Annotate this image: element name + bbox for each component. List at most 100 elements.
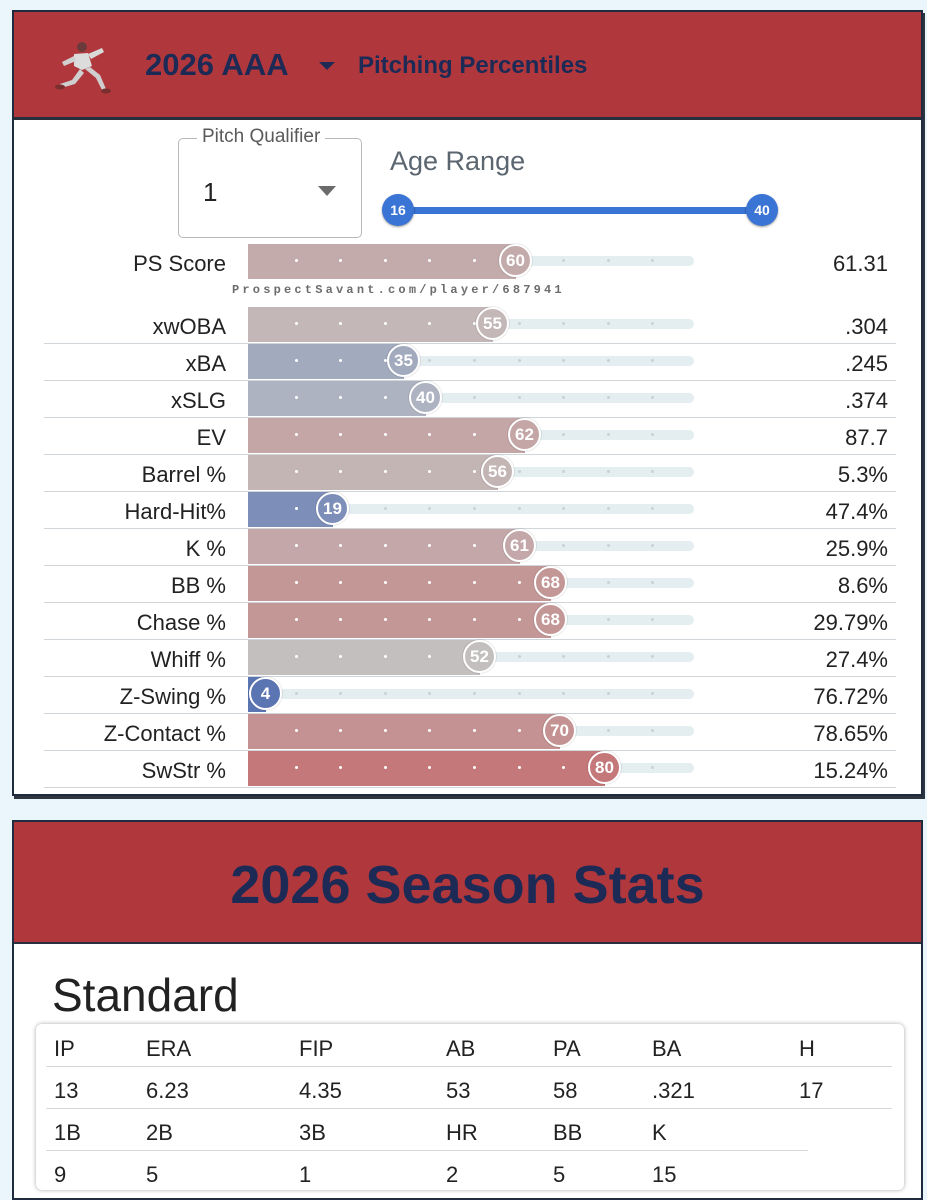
stat-value: 6.23	[146, 1078, 189, 1103]
age-min-handle[interactable]: 16	[382, 194, 414, 226]
metric-label: Hard-Hit%	[124, 499, 226, 524]
metric-value: 25.9%	[825, 536, 888, 561]
percentile-row-whiff: Whiff % 52 27.4%	[44, 639, 896, 677]
metric-value: 87.7	[845, 425, 888, 450]
percentile-badge: 19	[316, 492, 349, 525]
page-subtitle: Pitching Percentiles	[358, 52, 588, 79]
percentile-dots	[248, 766, 694, 770]
metric-label: xwOBA	[152, 314, 226, 339]
percentile-bar	[248, 640, 480, 675]
stat-header: K	[652, 1120, 667, 1145]
percentiles-header: 2026 AAA Pitching Percentiles	[14, 12, 921, 120]
percentile-track	[248, 504, 694, 514]
stat-value: 9	[54, 1162, 67, 1187]
percentile-bar	[248, 344, 404, 379]
metric-value: 61.31	[832, 251, 888, 276]
season-level-title[interactable]: 2026 AAA	[145, 47, 289, 82]
percentile-row-ev: EV 62 87.7	[44, 417, 896, 455]
metric-label: Chase %	[136, 610, 226, 635]
percentile-badge: 4	[249, 677, 282, 710]
season-stats-title: 2026 Season Stats	[230, 855, 705, 915]
percentile-badge: 60	[499, 244, 532, 277]
metric-label: BB %	[170, 573, 226, 598]
percentile-badge: 68	[534, 603, 567, 636]
metric-value: 76.72%	[813, 684, 888, 709]
stat-header: AB	[446, 1036, 476, 1061]
chevron-down-icon[interactable]	[319, 62, 335, 70]
percentile-badge: 56	[481, 455, 514, 488]
percentile-track	[248, 356, 694, 366]
percentile-row-xba: xBA 35 .245	[44, 343, 896, 381]
percentile-row-ps-score: PS Score 60 61.31	[44, 243, 896, 280]
percentile-badge: 35	[387, 344, 420, 377]
metric-label: SwStr %	[141, 758, 226, 783]
stat-header: ERA	[146, 1036, 192, 1061]
percentile-row-z-contact: Z-Contact % 70 78.65%	[44, 713, 896, 751]
metric-label: Z-Swing %	[119, 684, 226, 709]
stat-value: 13	[54, 1078, 79, 1103]
pitcher-icon	[55, 42, 111, 94]
percentile-bar	[248, 714, 560, 749]
pitch-qualifier-value: 1	[203, 177, 218, 207]
stat-value: 1	[299, 1162, 312, 1187]
percentile-badge: 55	[476, 307, 509, 340]
percentile-dots	[248, 618, 694, 622]
stat-value: 5	[553, 1162, 566, 1187]
percentile-dots	[248, 544, 694, 548]
stat-header: 3B	[299, 1120, 326, 1145]
metric-value: 29.79%	[813, 610, 888, 635]
percentile-row-z-swing: Z-Swing % 4 76.72%	[44, 676, 896, 714]
stat-header: H	[799, 1036, 815, 1061]
stat-header: BB	[553, 1120, 583, 1145]
stat-header: IP	[54, 1036, 75, 1061]
percentile-row-barrel: Barrel % 56 5.3%	[44, 454, 896, 492]
percentile-dots	[248, 322, 694, 326]
percentile-row-chase: Chase % 68 29.79%	[44, 602, 896, 640]
stat-header: HR	[446, 1120, 478, 1145]
metric-label: K %	[185, 536, 226, 561]
percentile-bar	[248, 566, 551, 601]
percentile-track	[248, 689, 694, 699]
percentile-row-hard-hit: Hard-Hit% 19 47.4%	[44, 491, 896, 529]
percentile-bar	[248, 751, 605, 786]
metric-value: .374	[845, 388, 888, 413]
pitch-qualifier-label: Pitch Qualifier	[197, 126, 326, 148]
section-title: Standard	[52, 969, 239, 1021]
percentiles-card: 2026 AAA Pitching Percentiles Pitch Qual…	[12, 10, 923, 796]
metric-value: 15.24%	[813, 758, 888, 783]
percentile-row-bb: BB % 68 8.6%	[44, 565, 896, 603]
age-max-handle[interactable]: 40	[746, 194, 778, 226]
dropdown-arrow-icon[interactable]	[318, 186, 336, 196]
stat-value: 5	[146, 1162, 159, 1187]
percentile-bar	[248, 455, 498, 490]
stat-value: 2	[446, 1162, 459, 1187]
age-range-label: Age Range	[390, 146, 526, 176]
percentile-row-xwoba: xwOBA 55 .304	[44, 306, 896, 344]
pitch-qualifier-select[interactable]: Pitch Qualifier 1	[178, 126, 362, 238]
metric-label: EV	[196, 425, 226, 450]
stat-header: 2B	[146, 1120, 173, 1145]
percentile-row-swstr: SwStr % 80 15.24%	[44, 750, 896, 788]
stat-value: 17	[799, 1078, 824, 1103]
percentile-dots	[248, 692, 694, 696]
percentile-row-xslg: xSLG 40 .374	[44, 380, 896, 418]
row-divider	[46, 1066, 892, 1067]
percentile-dots	[248, 581, 694, 585]
metric-label: Whiff %	[150, 647, 226, 672]
metric-label: xBA	[185, 351, 226, 376]
percentile-badge: 68	[534, 566, 567, 599]
metric-value: .245	[845, 351, 888, 376]
season-stats-header: 2026 Season Stats	[14, 822, 921, 944]
watermark: ProspectSavant.com/player/687941	[232, 283, 565, 297]
stat-header: BA	[652, 1036, 682, 1061]
row-divider	[46, 1108, 892, 1109]
percentile-track	[248, 393, 694, 403]
stat-value: 58	[553, 1078, 578, 1103]
stat-value: 15	[652, 1162, 677, 1187]
metric-value: 78.65%	[813, 721, 888, 746]
age-range-track[interactable]	[398, 207, 776, 214]
percentile-dots	[248, 259, 694, 263]
percentile-badge: 61	[503, 529, 536, 562]
percentile-badge: 52	[463, 640, 496, 673]
metric-value: .304	[845, 314, 888, 339]
